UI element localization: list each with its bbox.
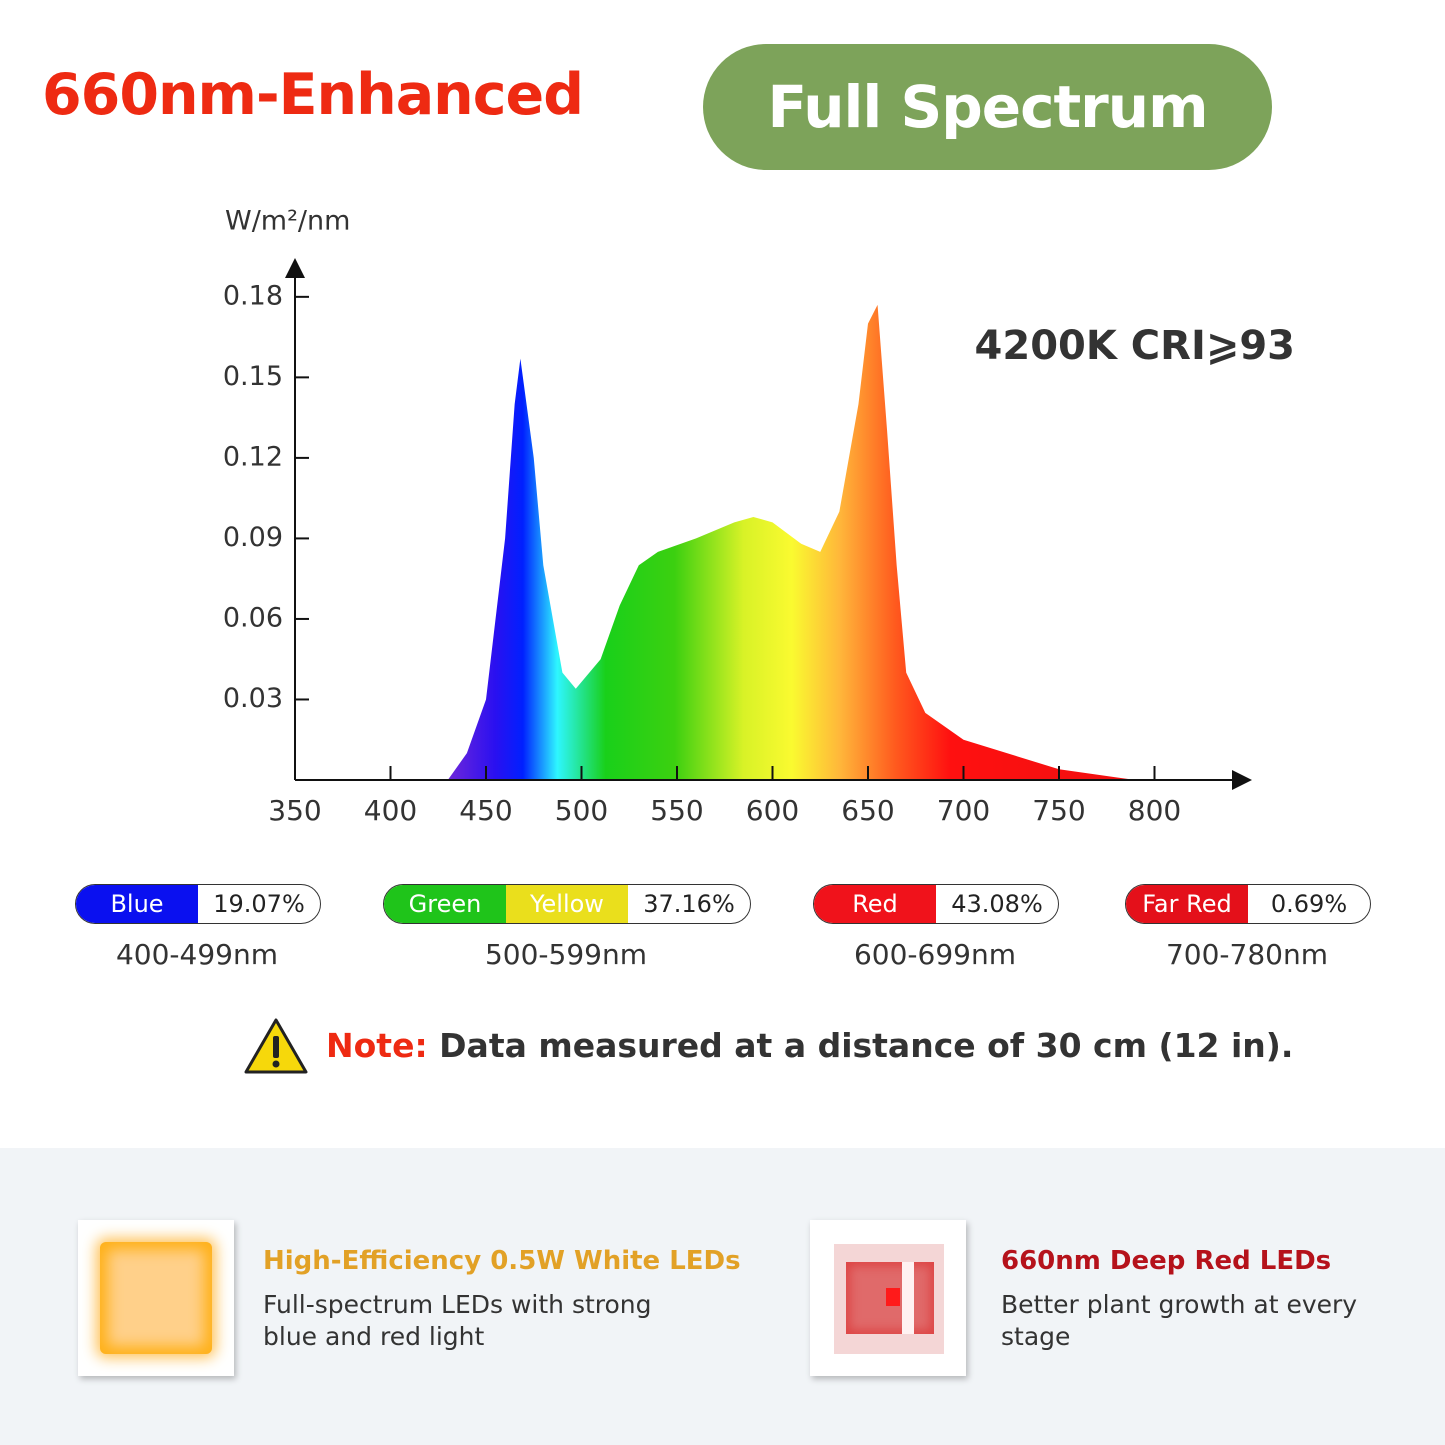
annotation: 4200K CRI⩾93 [975,323,1295,369]
band-share: 37.16% [643,890,735,918]
band-range: 600-699nm [853,938,1016,971]
feature-band [0,1148,1445,1445]
spectrum-area [447,304,1136,780]
x-tick-label: 650 [841,794,894,827]
y-tick-label: 0.03 [223,683,283,714]
band-share: 0.69% [1270,890,1348,918]
band-range: 500-599nm [484,938,647,971]
x-tick-label: 600 [746,794,799,827]
x-tick-label: 350 [268,794,321,827]
title-badge: Full Spectrum [703,44,1272,170]
title: 660nm-Enhanced [42,62,584,128]
x-tick-label: 750 [1032,794,1085,827]
band-badge: Far Red 0.69% [1125,884,1371,924]
x-tick-label: 450 [459,794,512,827]
feature-description: Better plant growth at every stage [1001,1290,1358,1351]
led-card [78,1220,234,1376]
feature-title: High-Efficiency 0.5W White LEDs [263,1246,741,1276]
band-label: Red [814,885,936,923]
y-axis-label: W/m²/nm [225,206,350,237]
band-label: Blue [76,885,198,923]
x-tick-label: 800 [1128,794,1181,827]
led-card [810,1220,966,1376]
band-range: 400-499nm [115,938,278,971]
y-tick-label: 0.18 [223,280,283,311]
band-label: Yellow [506,885,628,923]
y-tick-label: 0.09 [223,522,283,553]
y-tick-label: 0.06 [223,602,283,633]
band-badge: Green Yellow 37.16% [383,884,751,924]
note-text: Data measured at a distance of 30 cm (12… [439,1026,1294,1065]
band-share: 43.08% [951,890,1043,918]
x-tick-label: 700 [937,794,990,827]
band-label: Green [384,885,506,923]
band-range: 700-780nm [1165,938,1328,971]
chart: W/m²/nm 4200K CRI⩾93 0.03 0.06 0.09 0.12 0.1… [223,206,1295,828]
x-tick-label: 500 [555,794,608,827]
feature-description: Full-spectrum LEDs with strong blue and … [263,1290,652,1351]
x-tick-label: 550 [650,794,703,827]
warning-icon [244,1018,308,1074]
note-label: Note: [326,1026,428,1065]
y-tick-label: 0.15 [223,361,283,392]
band-badge: Blue 19.07% [75,884,321,924]
band-label: Far Red [1126,885,1248,923]
x-tick-label: 400 [364,794,417,827]
feature-title: 660nm Deep Red LEDs [1001,1246,1332,1276]
y-tick-label: 0.12 [223,441,283,472]
band-badge: Red 43.08% [813,884,1059,924]
band-share: 19.07% [213,890,305,918]
note: Note: Data measured at a distance of 30 … [326,1026,1293,1065]
